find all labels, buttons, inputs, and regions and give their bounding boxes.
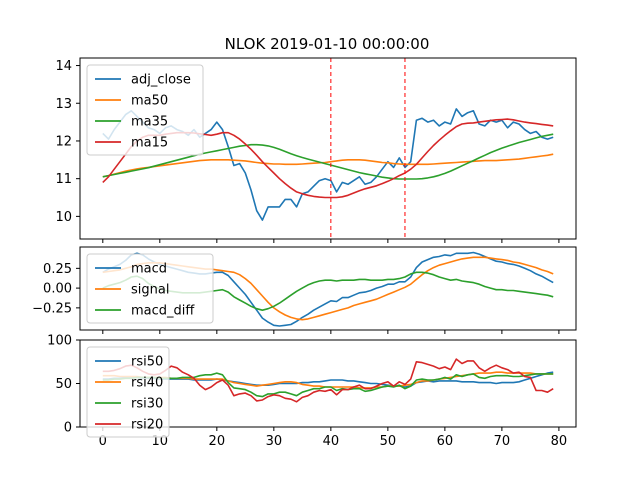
legend-label-rsi20: rsi20: [131, 418, 163, 433]
legend-label-rsi50: rsi50: [131, 355, 163, 370]
series-line-rsi20: [102, 358, 554, 403]
x-tick-label: 10: [152, 434, 169, 449]
x-tick-label: 0: [99, 434, 107, 449]
x-tick-label: 60: [437, 434, 454, 449]
legend: [86, 346, 170, 438]
series-line-rsi50: [102, 371, 554, 388]
x-tick-label: 40: [323, 434, 340, 449]
y-tick-label: 11: [55, 172, 72, 187]
legend: [86, 253, 214, 324]
legend-label-rsi40: rsi40: [131, 376, 163, 391]
chart-title: NLOK 2019-01-10 00:00:00: [225, 35, 430, 53]
y-tick-label: 100: [47, 334, 72, 349]
legend-label-rsi30: rsi30: [131, 397, 163, 412]
x-tick-label: 30: [266, 434, 283, 449]
y-tick-label: 13: [55, 97, 72, 112]
plot-frame: [79, 57, 577, 240]
y-tick-label: 0.00: [43, 282, 72, 297]
series-line-ma50: [102, 153, 554, 178]
legend-label-macd_diff: macd_diff: [131, 304, 195, 319]
plot-frame: [79, 246, 577, 331]
x-tick-label: 70: [494, 434, 511, 449]
y-tick-label: 10: [55, 210, 72, 225]
y-tick-label: 0: [64, 421, 72, 436]
legend-label-signal: signal: [131, 283, 169, 298]
legend-label-ma35: ma35: [131, 115, 168, 130]
legend: [86, 64, 204, 156]
legend-label-adj_close: adj_close: [131, 73, 191, 88]
y-tick-label: −0.25: [32, 301, 72, 316]
series-line-ma35: [102, 133, 554, 180]
y-tick-label: 14: [55, 59, 72, 74]
series-line-rsi30: [102, 372, 554, 398]
legend-label-ma15: ma15: [131, 136, 168, 151]
x-tick-label: 20: [209, 434, 226, 449]
x-tick-label: 80: [551, 434, 568, 449]
plot-frame: [79, 339, 577, 428]
legend-label-ma50: ma50: [131, 94, 168, 109]
y-tick-label: 0.25: [43, 262, 72, 277]
y-tick-label: 12: [55, 134, 72, 149]
x-tick-label: 50: [380, 434, 397, 449]
y-tick-label: 50: [55, 377, 72, 392]
legend-label-macd: macd: [131, 262, 167, 277]
